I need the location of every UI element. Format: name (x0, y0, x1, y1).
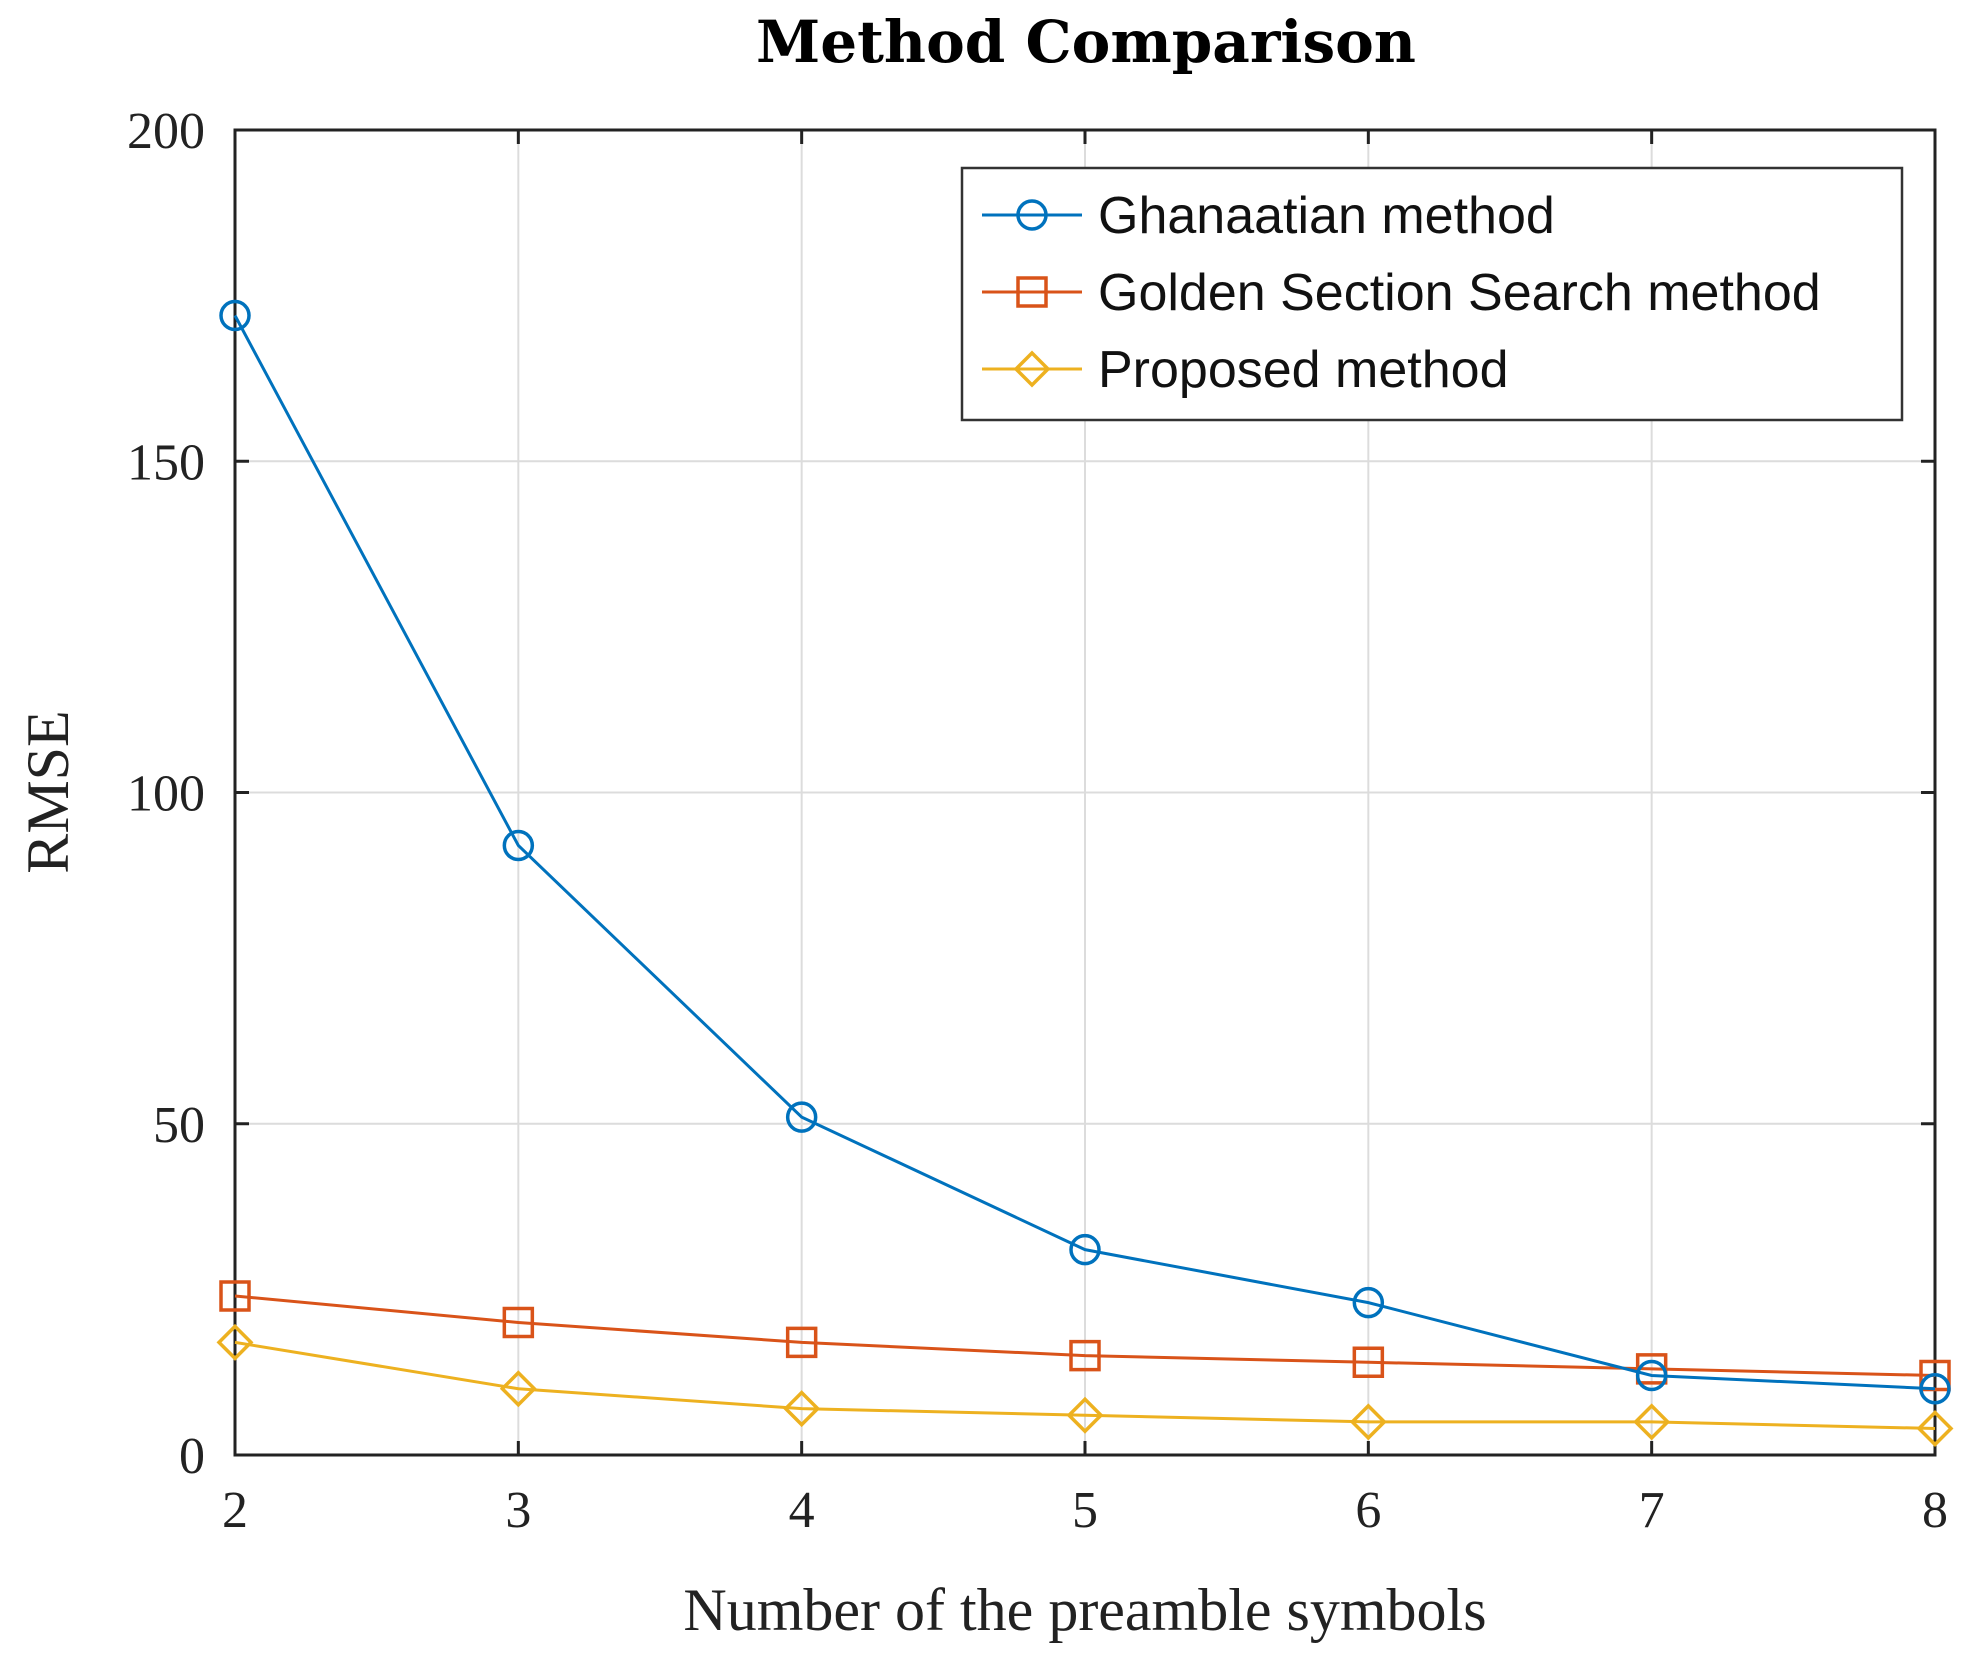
legend-label: Ghanaatian method (1098, 187, 1555, 245)
data-point (1919, 1359, 1951, 1392)
data-point (1633, 1403, 1671, 1441)
data-point (216, 1323, 254, 1361)
data-point (785, 1101, 818, 1133)
legend-box (960, 166, 1904, 422)
data-point (1349, 1403, 1387, 1441)
series-line (233, 314, 1936, 1391)
y-tick-label: 50 (153, 1097, 205, 1154)
x-tick-label: 7 (1639, 1482, 1665, 1539)
y-tick-label: 200 (127, 103, 205, 160)
legend-marker (1013, 350, 1051, 388)
legend-label: Proposed method (1098, 341, 1509, 399)
legend-label: Golden Section Search method (1098, 264, 1821, 322)
x-axis-label: Number of the preamble symbols (683, 1577, 1486, 1643)
axis-ticks: 2 3 4 5 6 7 8 0 50 100 150 200 (127, 103, 1948, 1539)
chart-title: Method Comparison (756, 8, 1416, 76)
series-line (234, 1340, 1936, 1430)
data-point (783, 1390, 821, 1428)
data-point (219, 299, 251, 332)
data-point (1066, 1396, 1104, 1434)
data-point (502, 1306, 535, 1339)
data-point (1352, 1286, 1385, 1319)
legend-entry: Ghanaatian method (982, 187, 1555, 245)
x-tick-label: 8 (1922, 1482, 1948, 1539)
y-axis-label: RMSE (15, 710, 81, 873)
legend-entry: Golden Section Search method (982, 264, 1821, 322)
data-point (1352, 1346, 1385, 1378)
data-point (219, 1280, 251, 1312)
data-point (499, 1370, 537, 1408)
data-point (1069, 1233, 1101, 1266)
series-2 (219, 1280, 1951, 1392)
legend-marker (1016, 199, 1048, 231)
y-tick-label: 0 (179, 1428, 205, 1485)
data-point (502, 829, 535, 862)
x-tick-label: 5 (1072, 1482, 1098, 1539)
data-point (1916, 1410, 1954, 1447)
legend: Ghanaatian method Golden Section Search m… (960, 166, 1904, 422)
data-point (1635, 1359, 1668, 1392)
legend-entry: Proposed method (982, 341, 1509, 399)
x-tick-label: 3 (505, 1482, 531, 1539)
legend-marker (1016, 276, 1048, 308)
series-1 (219, 299, 1951, 1405)
data-point (1069, 1339, 1101, 1372)
y-tick-label: 150 (127, 434, 205, 491)
data-point (1919, 1373, 1951, 1405)
x-tick-label: 2 (222, 1482, 248, 1539)
x-tick-label: 4 (789, 1482, 815, 1539)
data-series (216, 299, 1954, 1447)
y-tick-label: 100 (127, 766, 205, 823)
series-line (234, 1294, 1936, 1377)
series-3 (216, 1323, 1954, 1447)
data-point (785, 1326, 818, 1359)
x-tick-label: 6 (1355, 1482, 1381, 1539)
